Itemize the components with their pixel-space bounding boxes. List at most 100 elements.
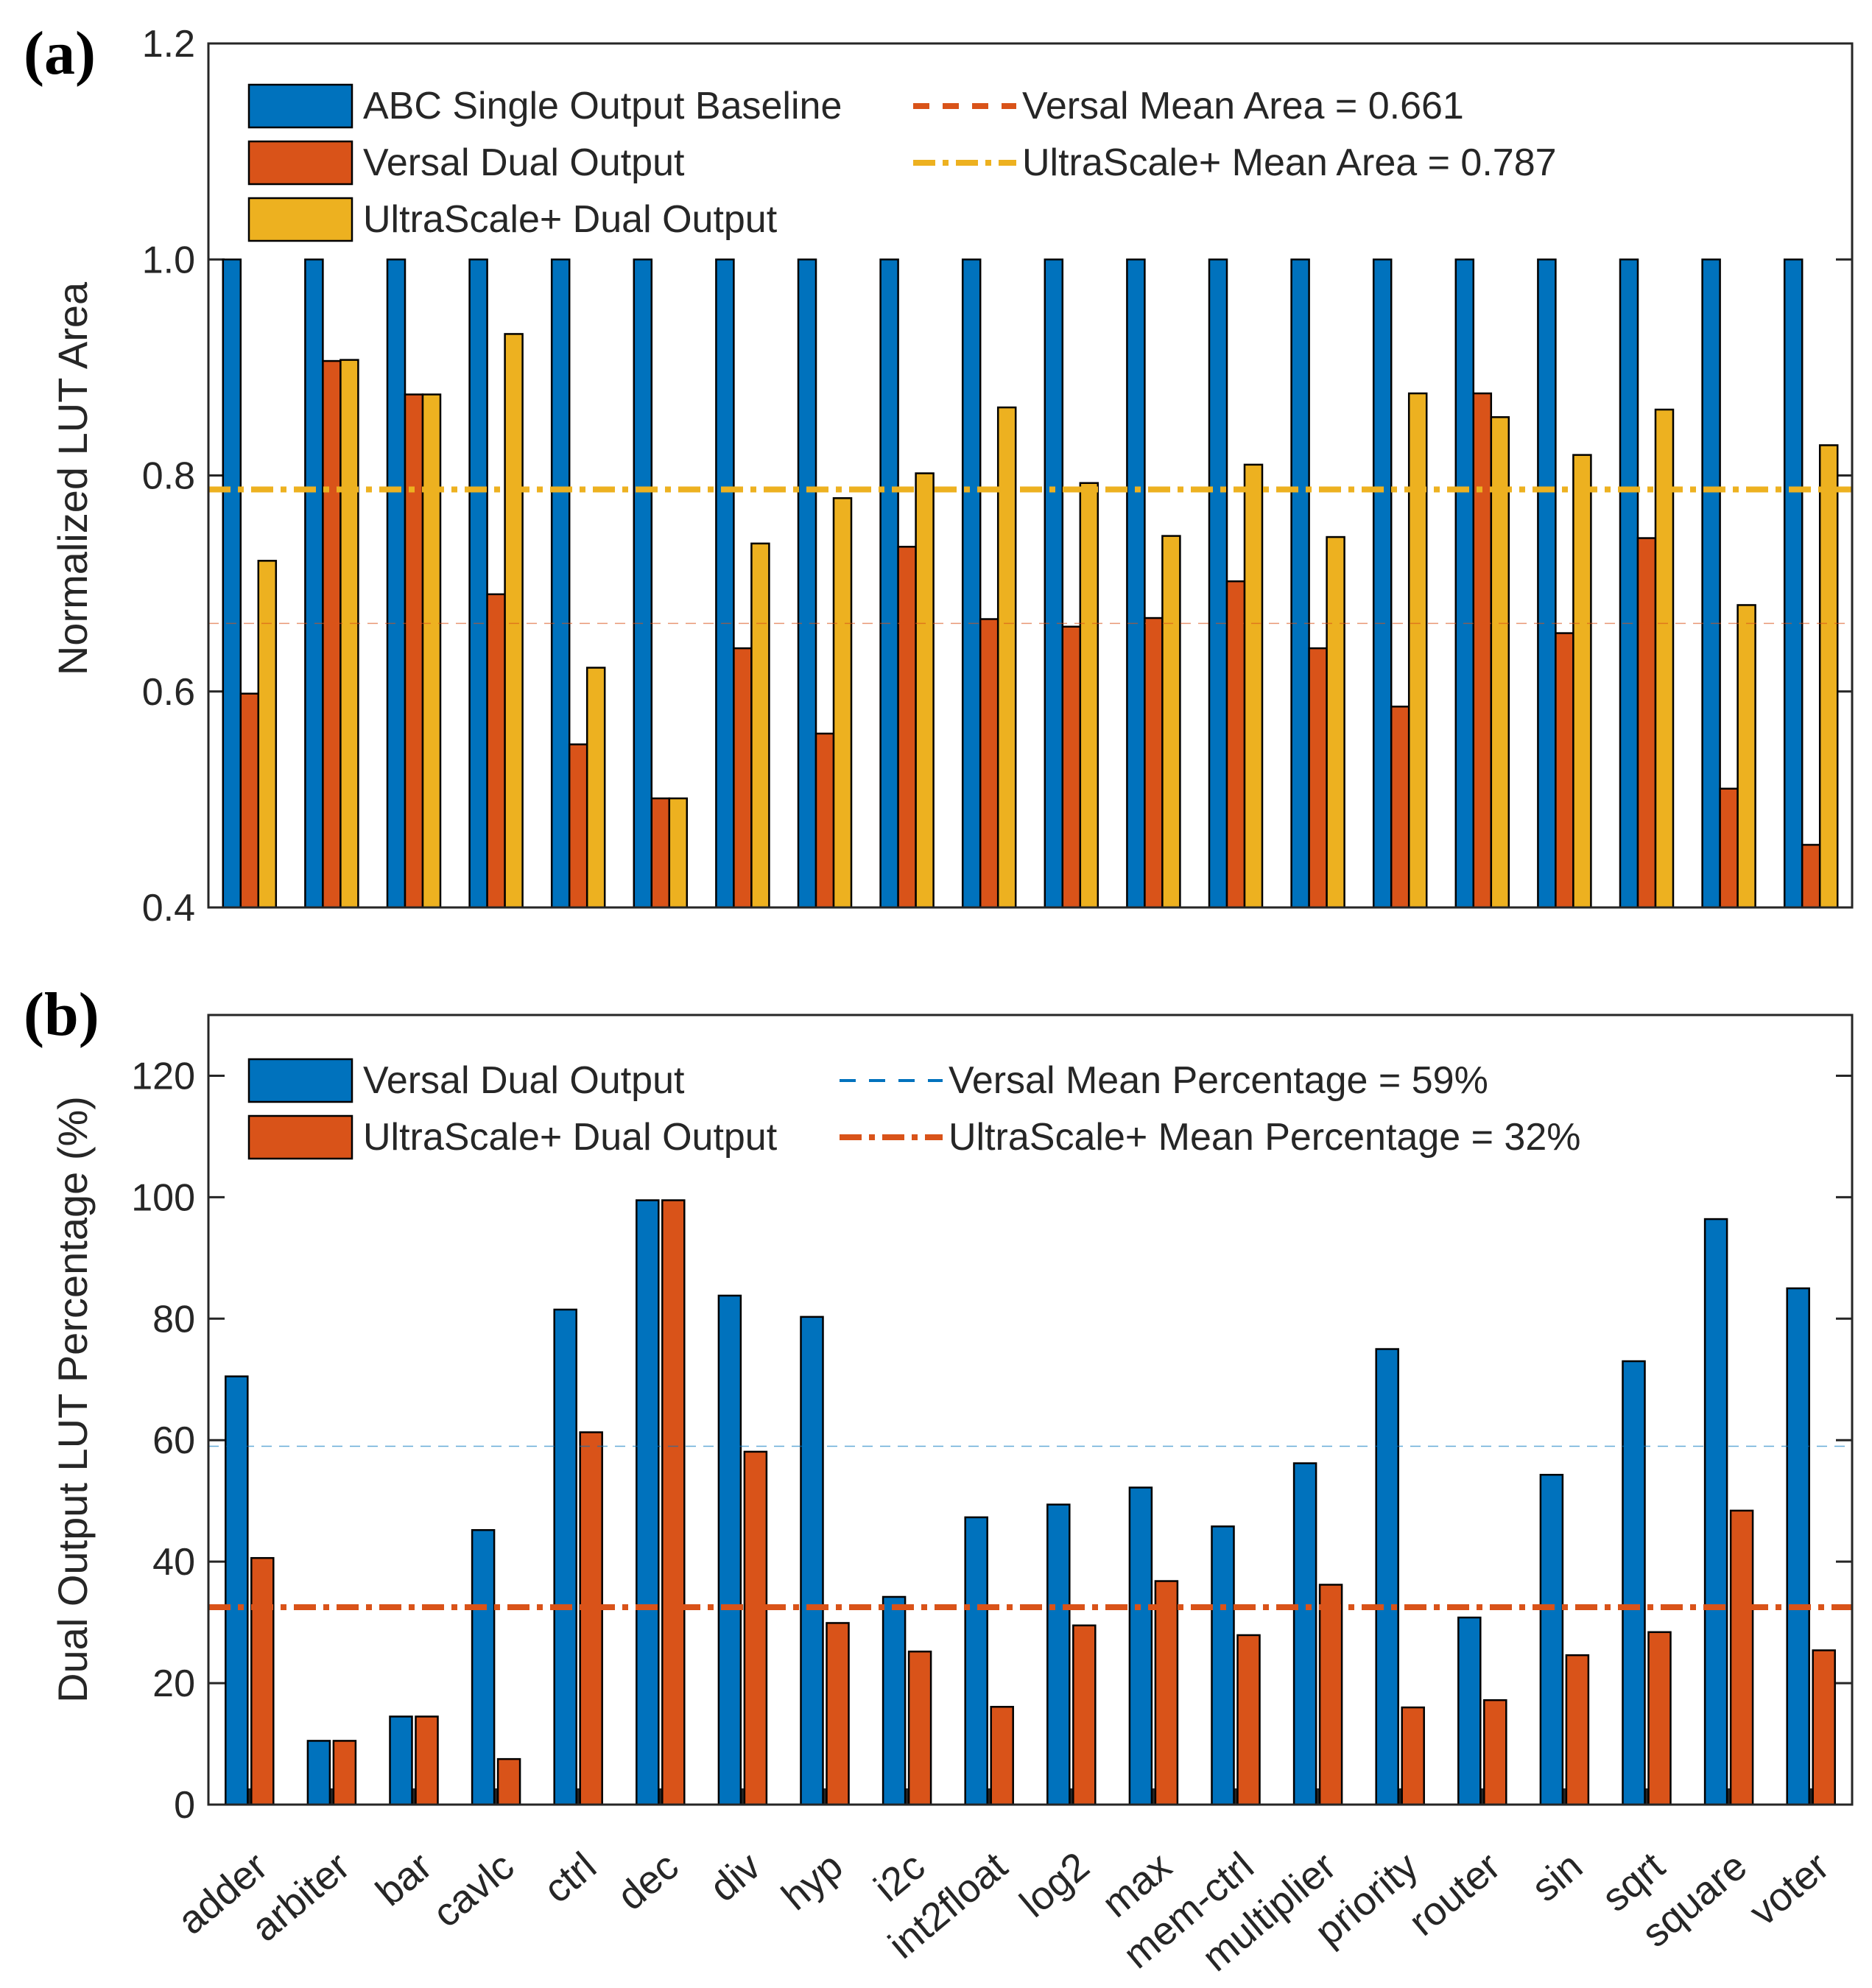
panel-b-bars xyxy=(225,1199,1836,1806)
bar-mem-ctrl-ultrascale-dual-output xyxy=(1236,1634,1261,1806)
bar-dec-versal-dual-output xyxy=(636,1199,660,1806)
bar-voter-versal-dual-output xyxy=(1801,843,1821,909)
legend-swatch-ultrascale-dual-output xyxy=(247,197,353,242)
bar-adder-abc-single-output-baseline xyxy=(222,259,242,909)
legend-label-versal-dual-output: Versal Dual Output xyxy=(363,1059,685,1102)
bar-div-abc-single-output-baseline xyxy=(715,259,735,909)
bar-int2float-versal-dual-output xyxy=(979,618,999,909)
bar-voter-versal-dual-output xyxy=(1786,1287,1810,1806)
bar-i2c-abc-single-output-baseline xyxy=(879,259,899,909)
bar-ctrl-abc-single-output-baseline xyxy=(550,259,571,909)
panel-a-ylabel: Normalized LUT Area xyxy=(49,281,96,675)
bar-sin-ultrascale-dual-output xyxy=(1565,1654,1590,1806)
y-tick-label: 0.4 xyxy=(142,887,195,930)
bar-multiplier-ultrascale-dual-output xyxy=(1326,535,1345,909)
bar-sqrt-abc-single-output-baseline xyxy=(1619,259,1639,909)
bar-priority-abc-single-output-baseline xyxy=(1372,259,1393,909)
bar-int2float-ultrascale-dual-output xyxy=(996,406,1017,909)
bar-sin-versal-dual-output xyxy=(1539,1473,1564,1806)
y-tick-label: 0 xyxy=(174,1784,195,1827)
panel-a-legend: ABC Single Output Baseline Versal Dual Ou… xyxy=(247,83,1557,242)
bar-hyp-versal-dual-output xyxy=(814,732,835,909)
bar-cavlc-versal-dual-output xyxy=(471,1529,496,1806)
panel-a-label: (a) xyxy=(24,19,96,88)
bar-div-ultrascale-dual-output xyxy=(743,1450,768,1806)
panel-b-mean-lines xyxy=(208,1445,1852,1610)
bar-router-ultrascale-dual-output xyxy=(1483,1699,1507,1806)
y-tick-label: 40 xyxy=(152,1541,195,1584)
bar-i2c-ultrascale-dual-output xyxy=(907,1650,932,1806)
legend-label-abc-single-output-baseline: ABC Single Output Baseline xyxy=(363,85,842,127)
bar-router-abc-single-output-baseline xyxy=(1454,259,1475,909)
bar-int2float-ultrascale-dual-output xyxy=(990,1705,1014,1806)
bar-max-ultrascale-dual-output xyxy=(1154,1580,1179,1806)
bar-adder-ultrascale-dual-output xyxy=(257,560,278,909)
bar-mem-ctrl-versal-dual-output xyxy=(1225,580,1246,909)
bar-log2-ultrascale-dual-output xyxy=(1072,1624,1097,1806)
legend-label-versal-mean-area-0-661: Versal Mean Area = 0.661 xyxy=(1022,85,1464,127)
bar-priority-ultrascale-dual-output xyxy=(1407,392,1428,909)
legend-label-ultrascale-dual-output: UltraScale+ Dual Output xyxy=(363,1116,778,1159)
bar-multiplier-versal-dual-output xyxy=(1292,1462,1317,1806)
bar-router-versal-dual-output xyxy=(1457,1616,1482,1806)
bar-hyp-versal-dual-output xyxy=(800,1316,824,1806)
bar-dec-abc-single-output-baseline xyxy=(633,259,653,909)
panel-a-mean-lines xyxy=(208,486,1852,625)
bar-i2c-versal-dual-output xyxy=(897,546,917,909)
bar-bar-ultrascale-dual-output xyxy=(415,1715,439,1806)
bar-log2-abc-single-output-baseline xyxy=(1044,259,1064,909)
bar-router-ultrascale-dual-output xyxy=(1490,416,1510,909)
legend-label-ultrascale-mean-percentage-32: UltraScale+ Mean Percentage = 32% xyxy=(949,1116,1581,1159)
bar-sin-ultrascale-dual-output xyxy=(1572,454,1592,909)
panel-a-normalized-lut-area: (a) Normalized LUT Area 0.40.60.81.01.2 … xyxy=(24,19,1854,930)
y-tick-label: 20 xyxy=(152,1662,195,1705)
legend-label-versal-mean-percentage-59: Versal Mean Percentage = 59% xyxy=(949,1059,1488,1102)
y-tick-label: 80 xyxy=(152,1298,195,1341)
bar-square-abc-single-output-baseline xyxy=(1701,259,1721,909)
bar-hyp-abc-single-output-baseline xyxy=(797,259,817,909)
y-tick-label: 0.6 xyxy=(142,671,195,714)
y-tick-label: 60 xyxy=(152,1419,195,1462)
panel-b-ylabel: Dual Output LUT Percentage (%) xyxy=(49,1096,96,1703)
bar-cavlc-versal-dual-output xyxy=(486,593,506,909)
bar-priority-versal-dual-output xyxy=(1375,1348,1399,1806)
bar-square-versal-dual-output xyxy=(1719,787,1739,909)
bar-adder-ultrascale-dual-output xyxy=(250,1556,275,1806)
bar-arbiter-versal-dual-output xyxy=(306,1740,331,1806)
bar-arbiter-ultrascale-dual-output xyxy=(332,1740,357,1806)
bar-div-versal-dual-output xyxy=(733,647,753,909)
bar-int2float-versal-dual-output xyxy=(964,1516,988,1806)
bar-max-versal-dual-output xyxy=(1128,1486,1153,1806)
panel-b-legend: Versal Dual Output UltraScale+ Dual Outpu… xyxy=(247,1058,1581,1160)
legend-label-ultrascale-mean-area-0-787: UltraScale+ Mean Area = 0.787 xyxy=(1022,141,1557,184)
bar-bar-versal-dual-output xyxy=(389,1715,413,1806)
legend-label-versal-dual-output: Versal Dual Output xyxy=(363,141,685,184)
bar-router-versal-dual-output xyxy=(1472,392,1493,909)
bar-arbiter-abc-single-output-baseline xyxy=(304,259,324,909)
bar-adder-versal-dual-output xyxy=(225,1375,249,1806)
bar-cavlc-abc-single-output-baseline xyxy=(468,259,488,909)
y-tick-label: 100 xyxy=(131,1176,195,1219)
legend-swatch-versal-dual-output xyxy=(247,140,353,186)
bar-mem-ctrl-ultrascale-dual-output xyxy=(1243,463,1264,909)
bar-max-versal-dual-output xyxy=(1144,617,1164,909)
y-tick-label: 0.8 xyxy=(142,455,195,498)
bar-log2-ultrascale-dual-output xyxy=(1079,482,1099,909)
bar-arbiter-ultrascale-dual-output xyxy=(339,359,359,909)
bar-arbiter-versal-dual-output xyxy=(322,359,342,909)
bar-sqrt-ultrascale-dual-output xyxy=(1654,408,1675,909)
bar-sqrt-ultrascale-dual-output xyxy=(1647,1631,1672,1806)
bar-voter-ultrascale-dual-output xyxy=(1818,444,1839,909)
panel-a-bars xyxy=(222,259,1839,909)
bar-priority-versal-dual-output xyxy=(1390,706,1410,909)
bar-i2c-ultrascale-dual-output xyxy=(915,472,935,909)
y-tick-label: 120 xyxy=(131,1055,195,1097)
bar-cavlc-ultrascale-dual-output xyxy=(504,333,524,909)
legend-swatch-abc-single-output-baseline xyxy=(247,83,353,129)
bar-voter-ultrascale-dual-output xyxy=(1812,1649,1836,1806)
bar-multiplier-versal-dual-output xyxy=(1308,647,1328,909)
bar-square-ultrascale-dual-output xyxy=(1729,1509,1754,1806)
y-tick-label: 1.2 xyxy=(142,23,195,66)
bar-multiplier-ultrascale-dual-output xyxy=(1318,1584,1343,1806)
